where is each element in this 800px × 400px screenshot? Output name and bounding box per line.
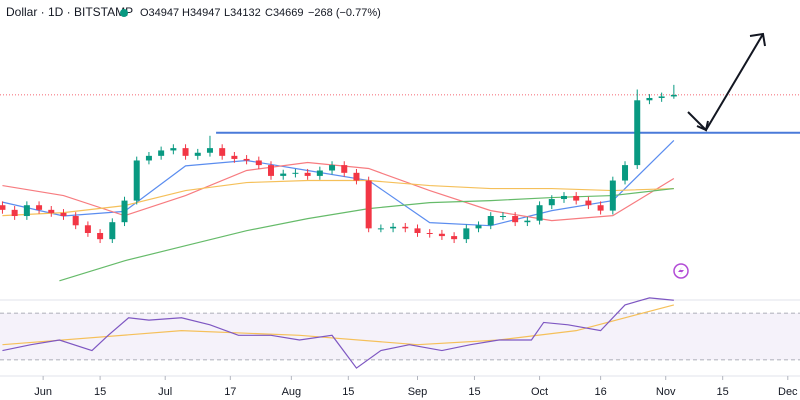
candle-body <box>524 220 531 223</box>
x-tick-label: Nov <box>656 386 676 398</box>
candle-body <box>438 233 445 237</box>
icon-circle <box>673 263 689 279</box>
candle-body <box>48 209 55 213</box>
candle-body <box>609 180 616 211</box>
candle-body <box>341 165 348 173</box>
candle-body <box>670 94 677 97</box>
header-bg <box>0 0 380 24</box>
x-tick-label: Jun <box>34 386 52 398</box>
ohlc-change: −268 (−0.77%) <box>308 7 381 19</box>
x-tick-label: 15 <box>717 386 729 398</box>
candle-body <box>97 232 104 240</box>
arrow-annotation <box>687 32 766 132</box>
candle-body <box>72 216 79 226</box>
candle-body <box>133 160 140 201</box>
icon-bolt <box>678 266 684 276</box>
rsi-band <box>0 313 800 360</box>
candle-body <box>36 205 43 210</box>
ohlc-high: H34947 <box>182 7 221 19</box>
status-dot <box>120 9 128 17</box>
candle-body <box>304 172 311 176</box>
candle-body <box>170 148 177 151</box>
candle-body <box>316 170 323 176</box>
candle-body <box>585 200 592 206</box>
x-tick-label: Jul <box>158 386 172 398</box>
candle-body <box>182 148 189 156</box>
candle-body <box>548 199 555 206</box>
candle-body <box>451 236 458 240</box>
x-tick-label: 15 <box>342 386 354 398</box>
x-tick-label: 15 <box>468 386 480 398</box>
x-tick-label: Aug <box>282 386 302 398</box>
x-tick-label: 16 <box>594 386 606 398</box>
x-tick-label: Dec <box>778 386 798 398</box>
candle-body <box>60 212 67 217</box>
x-tick-label: Oct <box>531 386 548 398</box>
rsi-line <box>2 297 674 369</box>
candle-body <box>145 155 152 161</box>
ohlc-close: C34669 <box>265 7 304 19</box>
candle-body <box>11 209 18 217</box>
candle-body <box>377 228 384 230</box>
candle-body <box>560 195 567 200</box>
candle-body <box>158 150 165 156</box>
arrow-head-down <box>696 120 709 132</box>
candle-body <box>23 205 30 217</box>
candle-body <box>329 165 336 171</box>
rsi-ma-line <box>2 304 675 346</box>
candle-body <box>402 226 409 229</box>
candle-body <box>84 225 91 233</box>
candle-body <box>487 216 494 226</box>
arrow-head-up <box>749 32 766 47</box>
candle-body <box>634 100 641 166</box>
candle-body <box>109 222 116 240</box>
x-tick-label: 17 <box>224 386 236 398</box>
candle-body <box>622 165 629 181</box>
alert-icon <box>673 263 689 279</box>
moving-average <box>2 179 674 217</box>
marks <box>0 84 800 380</box>
candle-body <box>414 228 421 233</box>
ohlc-low: L34132 <box>224 7 261 19</box>
candle-body <box>365 180 372 229</box>
candle-body <box>194 152 201 156</box>
x-tick-label: Sep <box>408 386 428 398</box>
candle-body <box>512 216 519 223</box>
candle-body <box>353 172 360 181</box>
candle-body <box>255 160 262 166</box>
candle-body <box>206 148 213 153</box>
candle-body <box>231 155 238 159</box>
candle-body <box>597 205 604 211</box>
x-tick-label: 15 <box>94 386 106 398</box>
candle-body <box>463 228 470 240</box>
candle-body <box>536 205 543 221</box>
candle-body <box>390 226 397 229</box>
candle-body <box>280 173 287 176</box>
candle-body <box>475 225 482 229</box>
candle-body <box>0 205 6 210</box>
candle-body <box>646 97 653 101</box>
candle-body <box>573 195 580 201</box>
candle-body <box>658 96 665 98</box>
moving-average <box>2 161 675 222</box>
candle-body <box>243 158 250 161</box>
candle-body <box>499 216 506 218</box>
ohlc-open: O34947 <box>140 7 179 19</box>
candle-body <box>219 148 226 156</box>
candle-body <box>268 165 275 176</box>
candle-body <box>292 172 299 174</box>
candle-body <box>121 200 128 223</box>
candle-body <box>426 232 433 234</box>
symbol-title: Dollar · 1D · BITSTAMP <box>6 5 133 19</box>
